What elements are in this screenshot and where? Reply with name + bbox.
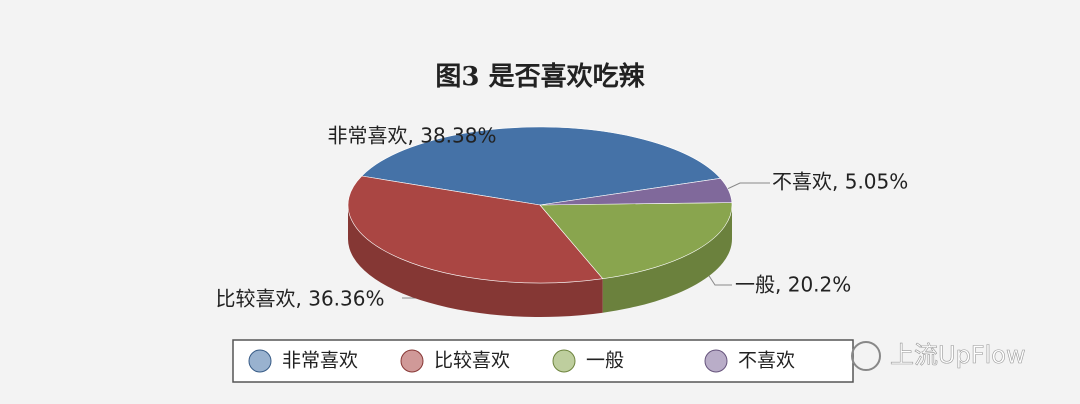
watermark-icon	[851, 341, 881, 371]
legend-icon	[704, 349, 728, 373]
pie-side	[348, 205, 603, 317]
pie-slice	[347, 175, 604, 284]
data-label: 一般, 20.2%	[735, 273, 851, 297]
data-label: 非常喜欢, 38.38%	[328, 124, 497, 148]
pie-slice	[539, 202, 733, 280]
legend-label: 一般	[586, 350, 624, 372]
data-label: 比较喜欢, 36.36%	[216, 287, 385, 311]
watermark-text: 上流UpFlow	[890, 341, 1026, 369]
legend-box	[232, 339, 854, 383]
watermark: 上流UpFlow	[851, 341, 1026, 371]
legend-icon	[400, 349, 424, 373]
legend-icon	[248, 349, 272, 373]
legend-label: 非常喜欢	[282, 350, 358, 372]
legend-icon	[552, 349, 576, 373]
data-label: 不喜欢, 5.05%	[772, 170, 908, 194]
pie-slice	[361, 126, 722, 206]
pie-slice	[539, 178, 733, 206]
chart-title: 图3 是否喜欢吃辣	[435, 61, 645, 92]
pie-side	[602, 205, 732, 313]
pie-sides	[348, 205, 732, 317]
leader-line	[724, 182, 770, 191]
legend-label: 比较喜欢	[434, 350, 510, 372]
legend-label: 不喜欢	[738, 350, 795, 372]
